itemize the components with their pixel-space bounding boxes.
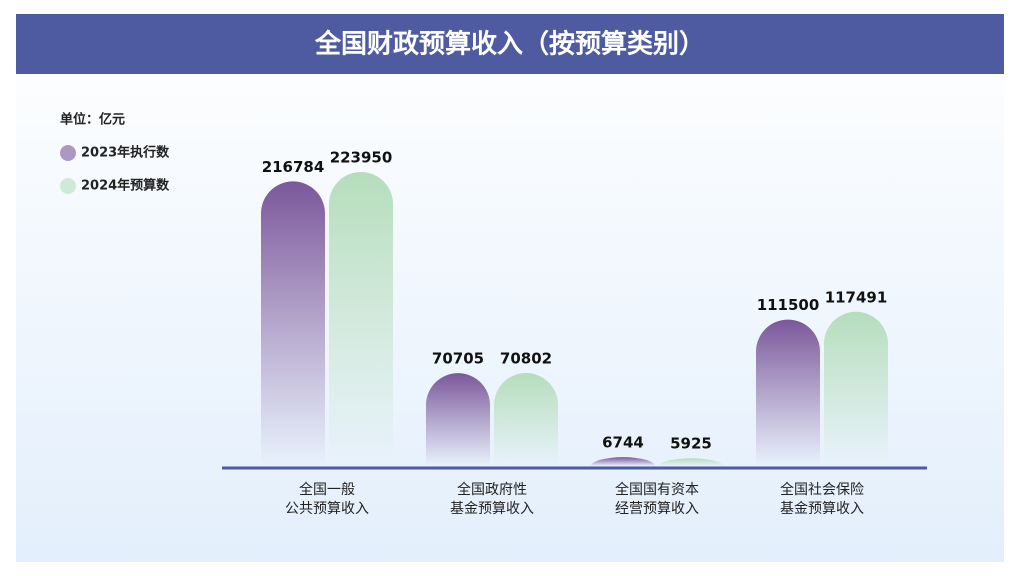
- x-tick-label: 全国国有资本: [615, 481, 699, 498]
- bar: [329, 172, 393, 466]
- background: [16, 14, 1004, 562]
- bar: [591, 457, 655, 466]
- x-tick-label: 基金预算收入: [450, 500, 534, 517]
- value-label: 5925: [670, 435, 712, 453]
- value-label: 70705: [432, 350, 484, 368]
- unit-label: 单位：亿元: [60, 112, 125, 128]
- title-bar: [16, 14, 1004, 74]
- legend-label: 2023年执行数: [81, 145, 170, 161]
- x-tick-label: 经营预算收入: [615, 501, 699, 517]
- bar: [659, 458, 723, 466]
- legend-swatch: [60, 145, 76, 161]
- value-label: 223950: [330, 149, 393, 167]
- legend-swatch: [60, 178, 76, 194]
- x-tick-label: 全国政府性: [457, 481, 527, 498]
- x-tick-label: 基金预算收入: [780, 500, 864, 517]
- x-tick-label: 全国一般: [299, 481, 355, 498]
- x-tick-label: 公共预算收入: [285, 501, 369, 517]
- value-label: 117491: [825, 288, 888, 306]
- value-label: 6744: [602, 434, 644, 452]
- bar: [824, 311, 888, 466]
- bar: [494, 373, 558, 466]
- value-label: 111500: [757, 296, 820, 314]
- value-label: 70802: [500, 350, 552, 368]
- value-label: 216784: [262, 158, 325, 176]
- bar: [261, 181, 325, 466]
- bar: [426, 373, 490, 466]
- legend-label: 2024年预算数: [81, 178, 170, 194]
- x-tick-label: 全国社会保险: [780, 481, 864, 498]
- chart-title: 全国财政预算收入（按预算类别）: [314, 29, 705, 60]
- bar: [756, 319, 820, 466]
